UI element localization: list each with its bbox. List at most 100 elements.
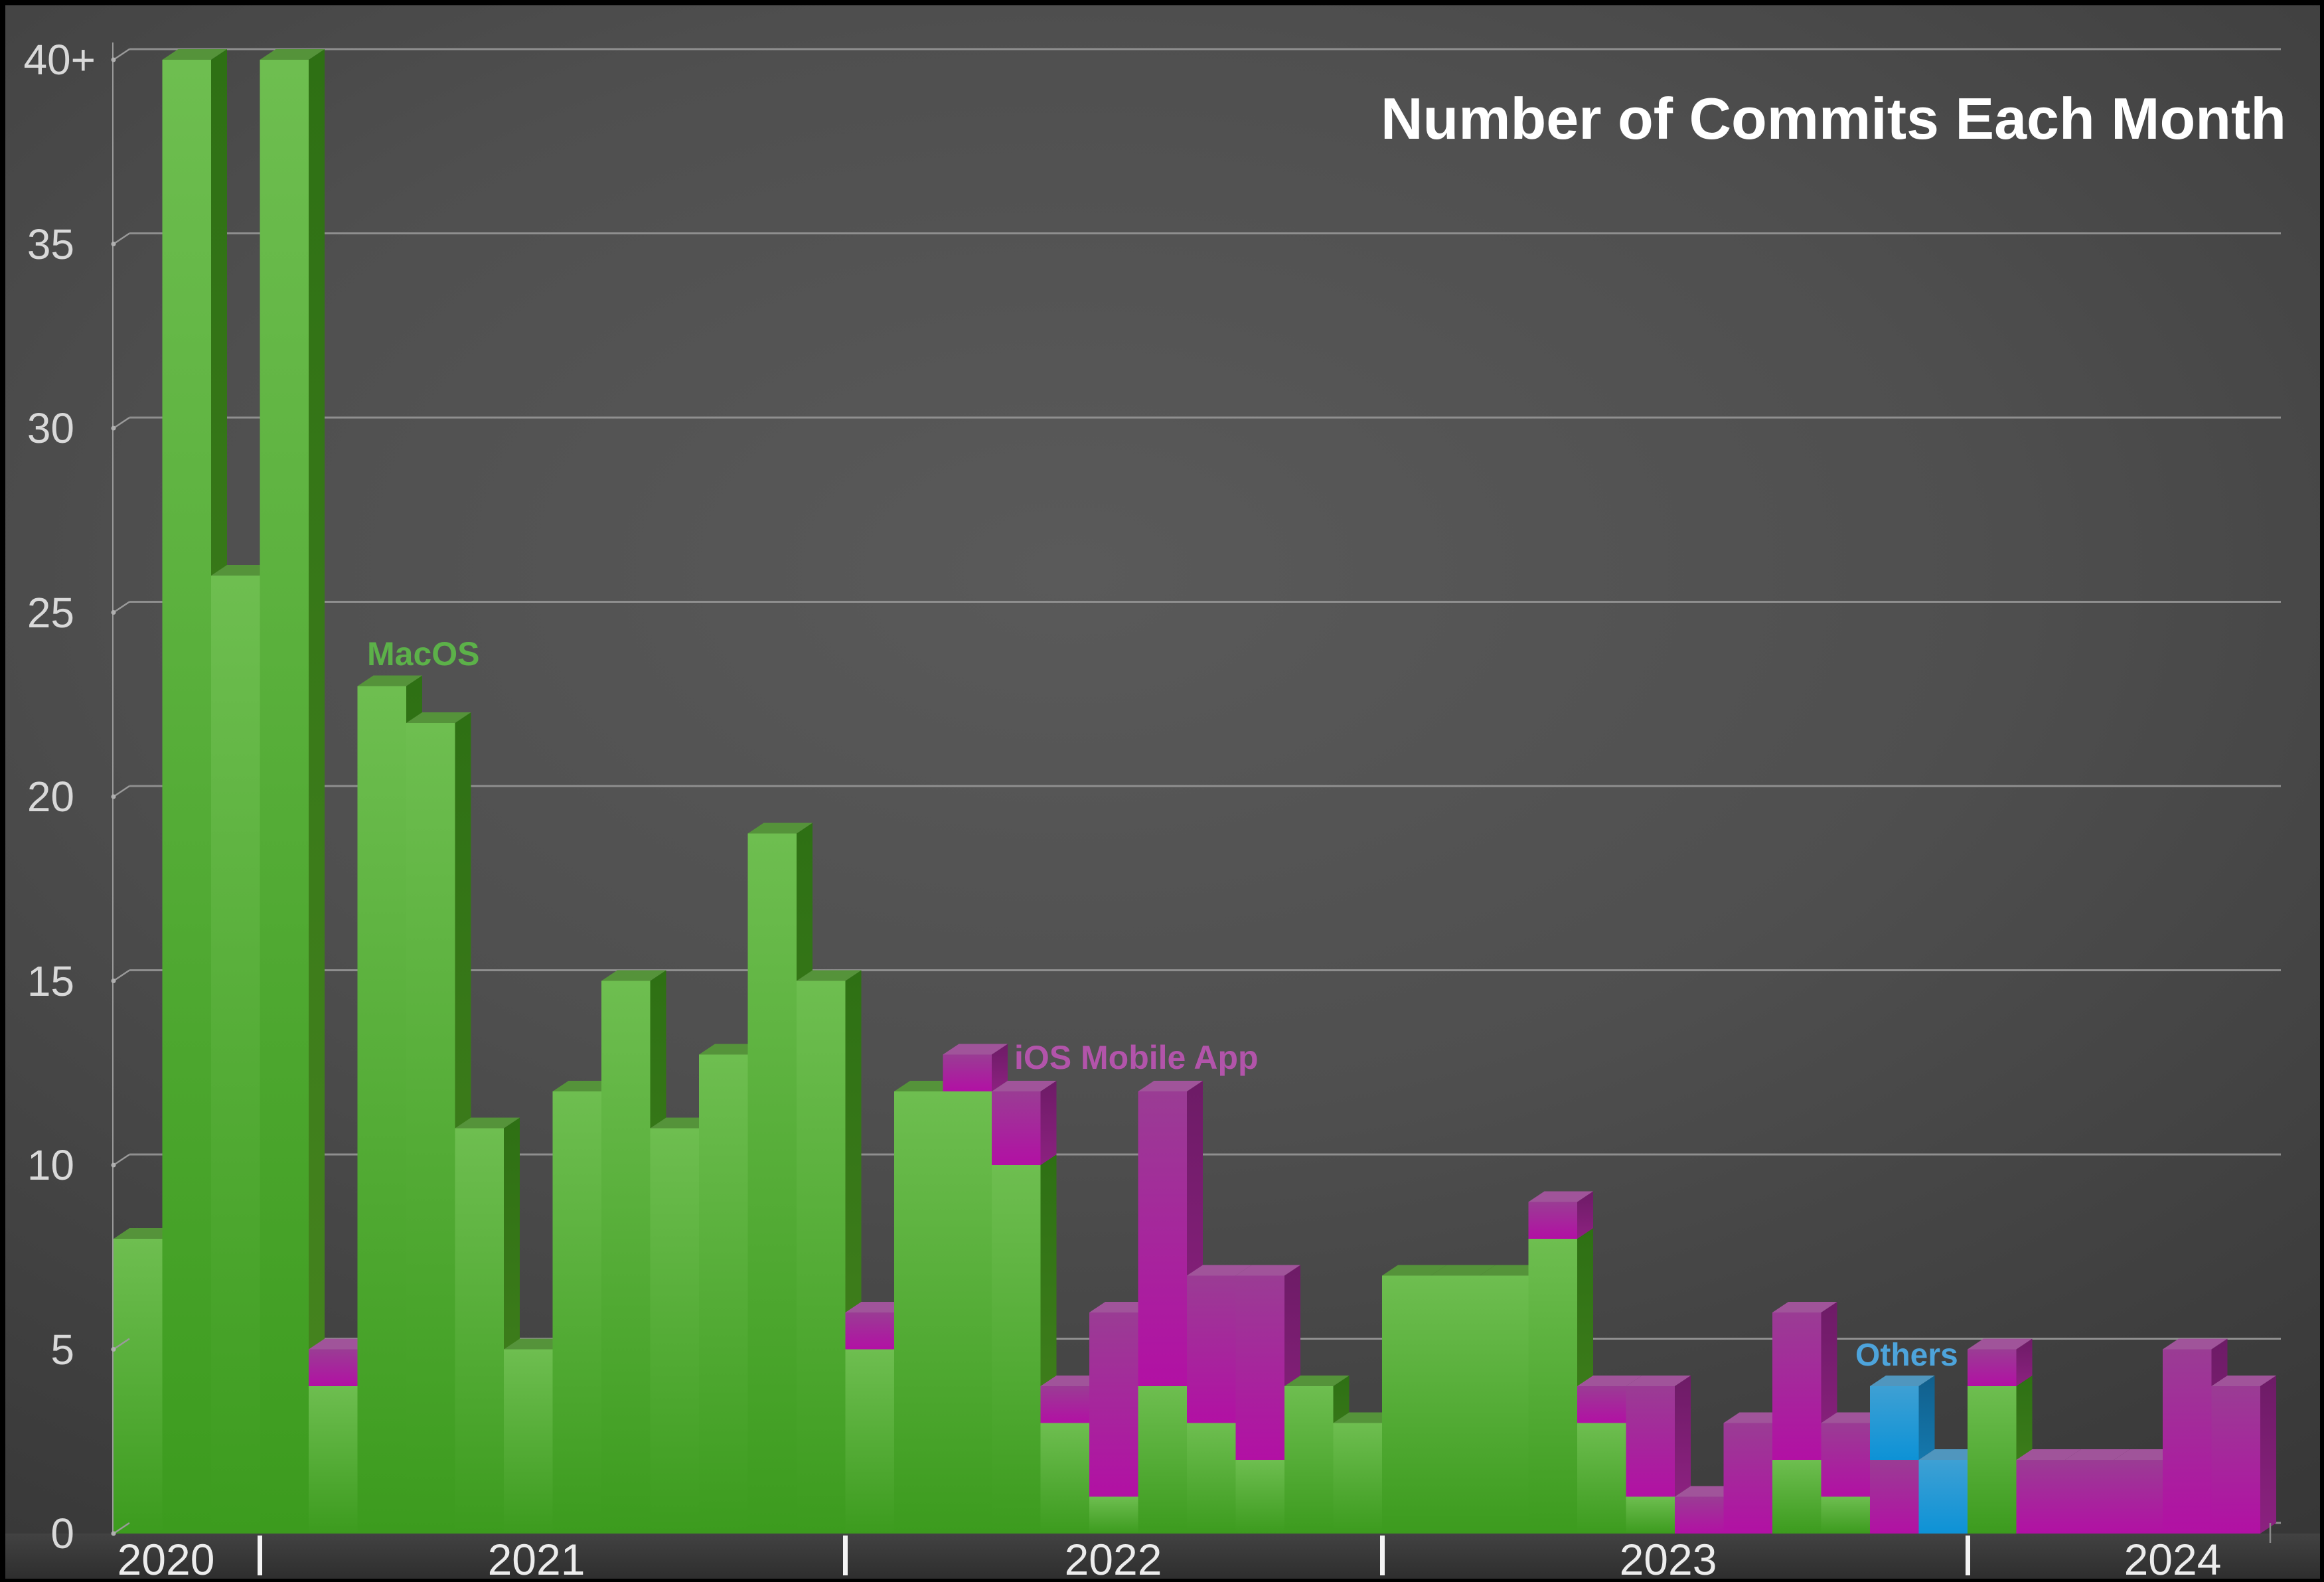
bar-front-face	[1772, 1312, 1821, 1460]
tick-dot-10	[111, 1162, 116, 1168]
series-label-others: Others	[1855, 1338, 1958, 1373]
bar-top-face	[1089, 1302, 1154, 1312]
year-separator-1	[843, 1536, 848, 1575]
bar-top-face	[211, 565, 276, 576]
tick-connector-5	[113, 1338, 130, 1350]
bar-front-face	[1040, 1423, 1089, 1534]
series-label-macos: MacOS	[367, 635, 480, 672]
bar-front-face	[1821, 1496, 1870, 1534]
bar-front-face	[1382, 1275, 1431, 1534]
bar-top-face	[943, 1044, 1008, 1055]
tick-dot-30	[111, 426, 116, 431]
bar-front-face	[1333, 1423, 1382, 1534]
bar-front-face	[1821, 1423, 1870, 1497]
bar-top-face	[1431, 1265, 1496, 1276]
y-axis-label-15: 15	[27, 957, 74, 1005]
bar-top-face	[406, 712, 471, 723]
bar-front-face	[992, 1091, 1041, 1165]
bar-top-face	[1772, 1302, 1837, 1312]
bar-top-face	[260, 49, 325, 60]
bar-top-face	[1918, 1449, 1983, 1460]
bar-side-face	[2016, 1338, 2033, 1386]
y-axis-label-5: 5	[50, 1325, 74, 1374]
bar-top-face	[1577, 1376, 1642, 1386]
bar-2024-43	[2211, 1376, 2276, 1534]
bar-top-face	[114, 1228, 179, 1239]
bar-top-face	[747, 823, 813, 834]
bar-2023-31	[1626, 1376, 1691, 1534]
bar-front-face	[1089, 1312, 1138, 1497]
bar-front-face	[1187, 1423, 1236, 1534]
bar-top-face	[357, 675, 422, 686]
bar-top-face	[2016, 1449, 2081, 1460]
tick-dot-15	[111, 979, 116, 983]
tick-connector-0	[113, 1522, 130, 1535]
bar-2023-28	[1480, 1265, 1545, 1534]
bar-front-face	[1528, 1239, 1577, 1534]
chart-title: Number of Commits Each Month	[1381, 86, 2287, 151]
bar-side-face	[1040, 1081, 1057, 1165]
bar-front-face	[845, 1349, 894, 1534]
year-separator-0	[258, 1536, 262, 1575]
bar-top-face	[601, 970, 666, 981]
bar-side-face	[1675, 1376, 1691, 1497]
bar-front-face	[845, 1312, 894, 1350]
bar-front-face	[260, 60, 309, 1534]
bar-top-face	[1480, 1265, 1545, 1276]
bar-side-face	[309, 49, 325, 1534]
bar-2022-18	[992, 1081, 1057, 1534]
bar-top-face	[797, 970, 862, 981]
bar-front-face	[2065, 1460, 2114, 1534]
bar-2021-3	[260, 49, 325, 1534]
bar-top-face	[2211, 1376, 2276, 1386]
bar-top-face	[1870, 1376, 1935, 1386]
bar-top-face	[699, 1044, 764, 1055]
bar-side-face	[2260, 1376, 2276, 1534]
bar-front-face	[2114, 1460, 2163, 1534]
bar-top-face	[1626, 1376, 1691, 1386]
bar-top-face	[2114, 1449, 2179, 1460]
tick-dot-35	[111, 242, 116, 246]
bar-2023-34	[1772, 1302, 1837, 1534]
bar-2022-25	[1333, 1412, 1398, 1534]
x-axis-label-2020: 2020	[117, 1535, 215, 1582]
y-axis-label-35: 35	[27, 220, 74, 268]
bar-top-face	[894, 1081, 959, 1091]
bar-front-face	[1187, 1275, 1236, 1423]
tick-connector-40	[113, 48, 130, 61]
bar-side-face	[1577, 1191, 1593, 1239]
bar-2021-10	[601, 970, 666, 1534]
bar-front-face	[1138, 1091, 1187, 1386]
bar-front-face	[1040, 1386, 1089, 1423]
bar-top-face	[1138, 1081, 1203, 1091]
bar-front-face	[894, 1091, 943, 1534]
bar-front-face	[1577, 1423, 1626, 1534]
bar-front-face	[1968, 1349, 2017, 1386]
bar-top-face	[1187, 1265, 1252, 1276]
bar-front-face	[2211, 1386, 2260, 1534]
x-axis-strip	[5, 1534, 2320, 1579]
bar-front-face	[1284, 1386, 1334, 1534]
bar-front-face	[1772, 1460, 1821, 1534]
bar-2021-14	[797, 970, 862, 1534]
x-axis-label-2024: 2024	[2124, 1535, 2222, 1582]
y-axis-label-30: 30	[27, 404, 74, 452]
year-separator-3	[1966, 1536, 1970, 1575]
bar-front-face	[1968, 1386, 2017, 1534]
bar-front-face	[211, 576, 260, 1534]
bar-front-face	[943, 1054, 992, 1091]
tick-dot-25	[111, 610, 116, 615]
bar-front-face	[1918, 1460, 1968, 1534]
bar-front-face	[1870, 1460, 1919, 1534]
x-axis-label-2022: 2022	[1064, 1535, 1162, 1582]
bar-front-face	[1235, 1275, 1284, 1460]
bar-front-face	[1675, 1496, 1724, 1534]
bar-side-face	[1918, 1376, 1935, 1460]
bar-top-face	[2163, 1338, 2228, 1350]
bar-front-face	[1138, 1386, 1187, 1534]
bar-top-face	[504, 1338, 569, 1350]
tick-connector-10	[113, 1153, 130, 1166]
bar-front-face	[747, 833, 797, 1534]
bar-top-face	[1821, 1412, 1886, 1423]
bar-front-face	[1089, 1496, 1138, 1534]
